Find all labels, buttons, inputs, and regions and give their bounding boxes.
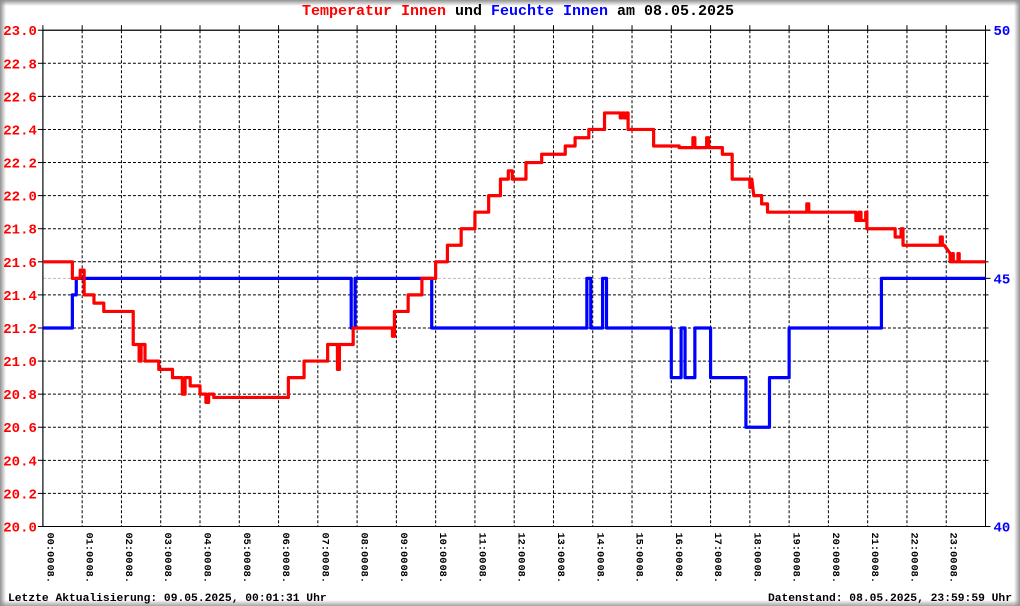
svg-text:14:00: 14:00 xyxy=(593,533,605,564)
svg-text:08.: 08. xyxy=(947,565,959,584)
svg-text:00:00: 00:00 xyxy=(43,533,55,564)
svg-text:20:00: 20:00 xyxy=(829,533,841,564)
svg-text:04:00: 04:00 xyxy=(201,533,213,564)
svg-text:17:00: 17:00 xyxy=(711,533,723,564)
svg-text:08.: 08. xyxy=(633,565,645,584)
svg-text:02:00: 02:00 xyxy=(122,533,134,564)
svg-text:22.6: 22.6 xyxy=(3,90,37,106)
svg-text:22.8: 22.8 xyxy=(3,57,37,73)
svg-text:08.: 08. xyxy=(397,565,409,584)
svg-text:08.: 08. xyxy=(750,565,762,584)
svg-text:05:00: 05:00 xyxy=(240,533,252,564)
svg-text:Temperatur Innen und Feuchte I: Temperatur Innen und Feuchte Innen am 08… xyxy=(302,3,734,20)
svg-text:08.: 08. xyxy=(790,565,802,584)
svg-text:08.: 08. xyxy=(358,565,370,584)
svg-text:08.: 08. xyxy=(279,565,291,584)
svg-text:08.: 08. xyxy=(43,565,55,584)
svg-text:08.: 08. xyxy=(554,565,566,584)
svg-text:07:00: 07:00 xyxy=(318,533,330,564)
svg-text:23.0: 23.0 xyxy=(3,24,37,40)
svg-text:22:00: 22:00 xyxy=(907,533,919,564)
svg-text:19:00: 19:00 xyxy=(790,533,802,564)
svg-text:08.: 08. xyxy=(907,565,919,584)
svg-text:21.6: 21.6 xyxy=(3,256,37,272)
svg-text:08.: 08. xyxy=(829,565,841,584)
svg-text:16:00: 16:00 xyxy=(672,533,684,564)
svg-text:10:00: 10:00 xyxy=(436,533,448,564)
svg-text:22.4: 22.4 xyxy=(3,123,37,139)
svg-text:50: 50 xyxy=(994,24,1011,40)
svg-text:01:00: 01:00 xyxy=(83,533,95,564)
svg-text:21.4: 21.4 xyxy=(3,289,37,305)
svg-text:Datenstand: 08.05.2025, 23:59:: Datenstand: 08.05.2025, 23:59:59 Uhr xyxy=(768,593,1012,605)
svg-text:08.: 08. xyxy=(240,565,252,584)
svg-text:08.: 08. xyxy=(515,565,527,584)
svg-text:08:00: 08:00 xyxy=(358,533,370,564)
svg-text:20.0: 20.0 xyxy=(3,521,37,537)
svg-text:11:00: 11:00 xyxy=(475,533,487,564)
svg-text:08.: 08. xyxy=(318,565,330,584)
svg-text:20.6: 20.6 xyxy=(3,421,37,437)
svg-text:09:00: 09:00 xyxy=(397,533,409,564)
svg-text:22.2: 22.2 xyxy=(3,157,37,173)
svg-text:08.: 08. xyxy=(83,565,95,584)
svg-text:21.8: 21.8 xyxy=(3,223,37,239)
svg-text:Letzte Aktualisierung: 09.05.2: Letzte Aktualisierung: 09.05.2025, 00:01… xyxy=(8,593,327,605)
svg-text:20.8: 20.8 xyxy=(3,388,37,404)
svg-text:03:00: 03:00 xyxy=(161,533,173,564)
svg-text:18:00: 18:00 xyxy=(750,533,762,564)
svg-text:40: 40 xyxy=(994,521,1011,537)
svg-text:08.: 08. xyxy=(436,565,448,584)
svg-text:08.: 08. xyxy=(161,565,173,584)
svg-text:22.0: 22.0 xyxy=(3,190,37,206)
svg-text:20.4: 20.4 xyxy=(3,454,37,470)
svg-text:13:00: 13:00 xyxy=(554,533,566,564)
svg-text:08.: 08. xyxy=(711,565,723,584)
svg-text:21.2: 21.2 xyxy=(3,322,37,338)
svg-text:08.: 08. xyxy=(868,565,880,584)
svg-text:08.: 08. xyxy=(201,565,213,584)
svg-text:08.: 08. xyxy=(593,565,605,584)
svg-text:21:00: 21:00 xyxy=(868,533,880,564)
svg-text:15:00: 15:00 xyxy=(633,533,645,564)
svg-text:08.: 08. xyxy=(672,565,684,584)
svg-text:45: 45 xyxy=(994,272,1011,288)
svg-text:20.2: 20.2 xyxy=(3,487,37,503)
svg-text:23:00: 23:00 xyxy=(947,533,959,564)
svg-text:21.0: 21.0 xyxy=(3,355,37,371)
svg-text:08.: 08. xyxy=(475,565,487,584)
svg-text:08.: 08. xyxy=(122,565,134,584)
svg-text:06:00: 06:00 xyxy=(279,533,291,564)
svg-text:12:00: 12:00 xyxy=(515,533,527,564)
